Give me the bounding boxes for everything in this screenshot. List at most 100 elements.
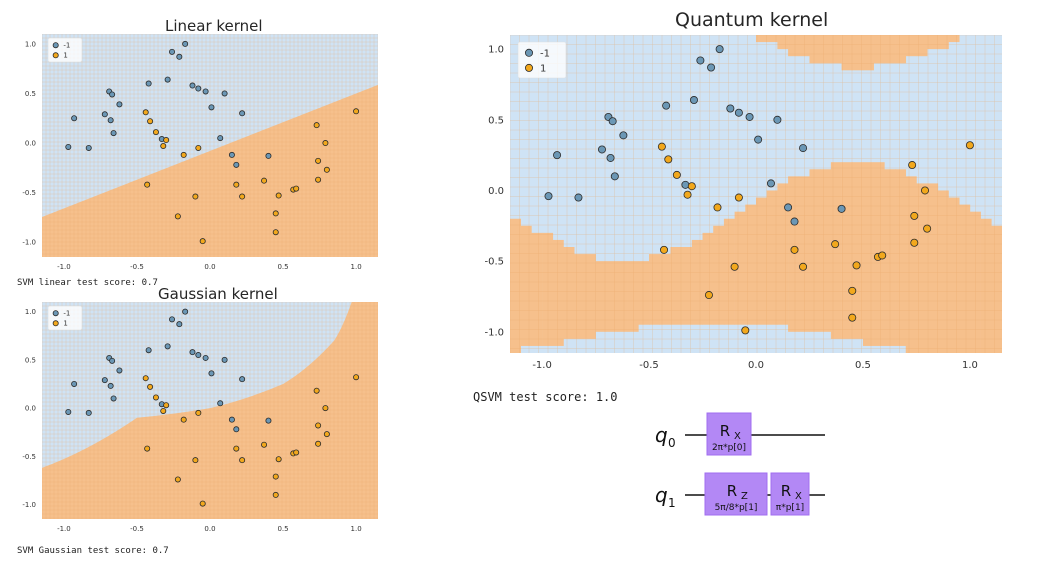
- x-tick-label: 0.5: [277, 525, 288, 533]
- x-tick-label: 0.0: [204, 263, 215, 270]
- point-class-pos: [315, 176, 322, 183]
- region-class-pos: [862, 162, 874, 346]
- region-class-pos: [788, 176, 800, 332]
- region-class-pos: [670, 247, 682, 325]
- region-class-pos: [927, 183, 939, 353]
- region-class-pos: [777, 35, 789, 50]
- region-class-pos: [756, 197, 767, 325]
- y-tick-label: -1.0: [22, 501, 36, 509]
- point-class-neg: [169, 48, 176, 55]
- region-class-pos: [937, 35, 949, 50]
- region-class-pos: [798, 35, 810, 57]
- gate-box: [706, 412, 752, 456]
- point-class-pos: [683, 190, 692, 199]
- point-class-pos: [239, 457, 246, 464]
- legend-marker: [525, 63, 534, 72]
- point-class-neg: [107, 117, 114, 124]
- point-class-pos: [160, 407, 167, 414]
- point-class-pos: [315, 440, 322, 447]
- point-class-pos: [195, 144, 202, 151]
- point-class-neg: [145, 80, 152, 87]
- point-class-pos: [142, 109, 149, 116]
- x-tick-label: -1.0: [532, 360, 552, 371]
- point-class-neg: [110, 130, 117, 137]
- region-class-pos: [595, 261, 607, 332]
- point-class-neg: [110, 395, 117, 402]
- gate-name: R: [720, 422, 730, 440]
- y-tick-label: 0.5: [25, 90, 36, 98]
- point-class-pos: [790, 245, 799, 254]
- point-class-neg: [182, 40, 189, 47]
- region-class-pos: [830, 162, 842, 339]
- point-class-neg: [265, 417, 272, 424]
- point-class-neg: [195, 352, 202, 359]
- point-class-pos: [878, 251, 887, 260]
- point-class-neg: [619, 131, 628, 140]
- x-tick-label: 0.0: [748, 360, 764, 371]
- point-class-pos: [233, 445, 240, 452]
- y-tick-label: -1.0: [484, 327, 504, 338]
- legend-label: -1: [63, 42, 70, 50]
- point-class-neg: [65, 408, 72, 415]
- point-class-neg: [116, 101, 123, 108]
- point-class-neg: [707, 63, 716, 72]
- region-class-pos: [777, 183, 789, 325]
- point-class-neg: [745, 112, 754, 121]
- x-tick-label: -1.0: [57, 263, 71, 270]
- point-class-neg: [221, 356, 228, 363]
- x-tick-label: 0.0: [204, 525, 215, 533]
- qubit-label: q: [655, 423, 668, 447]
- point-class-neg: [109, 357, 116, 364]
- point-class-neg: [715, 45, 724, 54]
- point-class-pos: [923, 224, 932, 233]
- point-class-pos: [144, 181, 151, 188]
- point-class-neg: [202, 88, 209, 95]
- grid-lines: [42, 302, 378, 519]
- legend-marker: [52, 320, 59, 327]
- point-class-pos: [852, 261, 861, 270]
- point-class-pos: [313, 122, 320, 129]
- point-class-pos: [239, 193, 246, 200]
- legend-marker: [525, 48, 534, 57]
- region-class-pos: [552, 239, 564, 346]
- point-class-pos: [323, 166, 330, 173]
- region-class-pos: [980, 218, 992, 353]
- point-class-neg: [85, 409, 92, 416]
- point-class-neg: [681, 180, 690, 189]
- point-class-pos: [730, 262, 739, 271]
- point-class-pos: [920, 186, 929, 195]
- point-class-neg: [101, 377, 108, 384]
- point-class-neg: [790, 217, 799, 226]
- point-class-neg: [265, 152, 272, 159]
- point-class-pos: [660, 245, 669, 254]
- point-class-pos: [657, 142, 666, 151]
- point-class-neg: [754, 135, 763, 144]
- point-class-neg: [217, 400, 224, 407]
- plot-area: [42, 34, 378, 257]
- point-class-pos: [199, 500, 206, 507]
- region-class-pos: [830, 35, 842, 64]
- point-class-pos: [180, 151, 187, 158]
- gate-name: R: [781, 482, 791, 500]
- point-class-pos: [261, 177, 268, 184]
- point-class-neg: [116, 367, 123, 374]
- point-class-neg: [799, 144, 808, 153]
- point-class-pos: [192, 457, 199, 464]
- y-tick-label: -0.5: [22, 189, 36, 197]
- point-class-pos: [192, 193, 199, 200]
- point-class-pos: [272, 229, 279, 236]
- gate-name: R: [727, 482, 737, 500]
- region-class-pos: [616, 261, 628, 332]
- point-class-neg: [228, 151, 235, 158]
- x-tick-label: 0.5: [855, 360, 871, 371]
- gate-parameter: 2π*p[0]: [712, 443, 746, 453]
- point-class-pos: [848, 286, 857, 295]
- point-class-neg: [239, 110, 246, 117]
- region-class-pos: [563, 247, 575, 339]
- region-class-pos: [606, 261, 618, 332]
- point-class-pos: [272, 210, 279, 217]
- region-class-pos: [852, 162, 864, 339]
- gaussian-chart-title: Gaussian kernel: [158, 285, 278, 303]
- y-tick-label: 0.5: [25, 356, 36, 364]
- point-class-pos: [261, 441, 268, 448]
